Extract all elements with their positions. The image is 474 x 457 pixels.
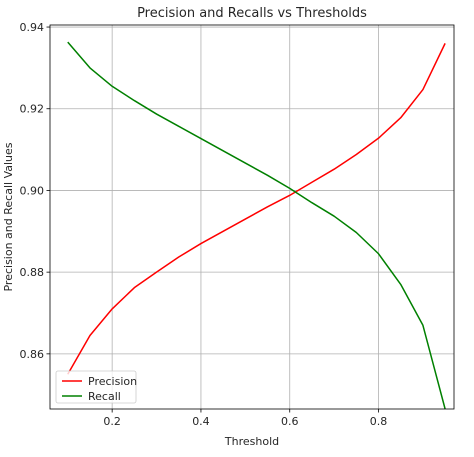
precision-line [67, 43, 446, 375]
recall-line [67, 41, 446, 410]
plot-area-frame [49, 24, 455, 410]
y-tick-label: 0.88 [20, 266, 45, 279]
grid-lines [50, 25, 454, 409]
series-lines [67, 41, 446, 410]
x-axis-title: Threshold [224, 435, 279, 448]
legend-label-recall: Recall [88, 390, 121, 403]
x-tick-label: 0.2 [103, 415, 121, 428]
legend-box [55, 370, 137, 404]
y-axis-title: Precision and Recall Values [2, 142, 15, 291]
x-axis-ticks: 0.2 0.4 0.6 0.8 [103, 409, 387, 428]
y-axis-ticks: 0.86 0.88 0.90 0.92 0.94 [20, 21, 50, 361]
legend-label-precision: Precision [88, 375, 137, 388]
x-tick-label: 0.8 [370, 415, 388, 428]
x-tick-label: 0.4 [192, 415, 210, 428]
x-tick-label: 0.6 [281, 415, 299, 428]
y-tick-label: 0.92 [20, 103, 45, 116]
y-tick-label: 0.86 [20, 348, 45, 361]
chart-title: Precision and Recalls vs Thresholds [137, 6, 367, 21]
y-tick-label: 0.90 [20, 184, 45, 197]
y-tick-label: 0.94 [20, 21, 45, 34]
legend: Precision Recall [55, 370, 137, 404]
